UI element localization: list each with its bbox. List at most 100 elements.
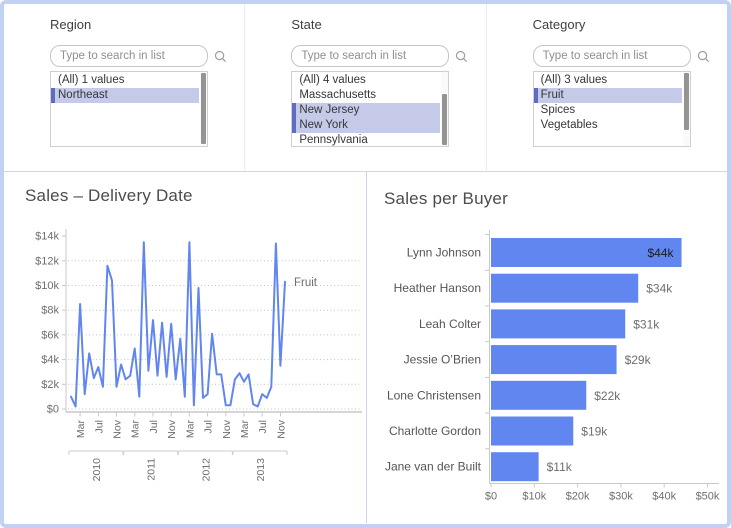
y-axis-label: $2k (41, 379, 59, 391)
list-item[interactable]: Pennsylvania (299, 134, 368, 146)
x-axis-month-label: Jul (203, 420, 215, 433)
scrollbar-thumb[interactable] (442, 94, 448, 145)
scrollbar-thumb[interactable] (683, 73, 689, 130)
list-item-selected[interactable]: New York (292, 118, 441, 133)
filter-list-state: (All) 4 values Massachusetts New Jersey New… (291, 71, 450, 147)
x-axis-month-label: Nov (221, 419, 233, 438)
bar-value-label: $34k (646, 282, 673, 296)
filter-panel-region: Region (All) 1 values Northeast (4, 4, 244, 171)
filter-list-region: (All) 1 values Northeast (50, 71, 208, 147)
x-axis-label: $0 (485, 491, 497, 503)
list-item[interactable]: Vegetables (540, 119, 598, 131)
x-axis-year-label: 2010 (91, 458, 103, 482)
x-axis-month-label: Mar (75, 420, 87, 439)
x-axis-label: $10k (522, 491, 546, 503)
filter-title: Category (532, 17, 586, 32)
filter-title: Region (50, 17, 92, 32)
x-axis-month-label: Jul (257, 420, 269, 433)
bar-value-label: $29k (625, 353, 652, 367)
y-axis-label: $4k (41, 354, 59, 366)
filter-row: Region (All) 1 values Northeast State (Al… (4, 4, 727, 172)
bar-leah-colter[interactable] (491, 309, 626, 339)
bar-heather-hanson[interactable] (491, 273, 639, 303)
x-axis-year-label: 2011 (146, 458, 158, 481)
search-icon (456, 50, 468, 62)
bar-value-label: $22k (594, 389, 621, 403)
search-input[interactable] (533, 50, 697, 62)
x-axis-month-label: Mar (130, 420, 142, 439)
bar-value-label: $31k (633, 317, 660, 331)
charts-row: Sales – Delivery Date $0 $2k $4k $6k $8k $10k… (4, 172, 727, 523)
search-box[interactable] (532, 45, 709, 67)
year-bracket (68, 450, 124, 455)
bar-category-label: Leah Colter (419, 317, 481, 331)
y-axis-label: $10k (35, 280, 59, 292)
bar-category-label: Lynn Johnson (407, 246, 481, 260)
year-bracket (232, 450, 288, 455)
bar-lone-christensen[interactable] (491, 380, 587, 410)
filter-list-rows: (All) 3 values Fruit Spices Vegetables (533, 73, 682, 133)
year-bracket (123, 450, 179, 455)
x-axis-label: $30k (609, 491, 633, 503)
search-input[interactable] (51, 50, 214, 62)
search-icon (697, 50, 709, 62)
scrollbar[interactable] (200, 72, 207, 146)
list-item[interactable]: (All) 4 values (299, 74, 366, 86)
x-axis-label: $20k (566, 491, 590, 503)
y-axis-label: $12k (35, 255, 59, 267)
search-box[interactable] (50, 45, 227, 67)
x-axis-month-label: Nov (166, 419, 178, 438)
bar-charlotte-gordon[interactable] (491, 416, 574, 446)
search-box[interactable] (291, 45, 468, 67)
list-item[interactable]: Spices (540, 104, 576, 116)
bar-category-label: Heather Hanson (394, 281, 481, 295)
x-axis-month-label: Jul (93, 420, 105, 433)
x-axis-year-label: 2012 (200, 458, 212, 482)
chart-panel-sales-per-buyer: Sales per Buyer Lynn Johnson $44k Heather … (367, 172, 727, 523)
chart-panel-sales-delivery-date: Sales – Delivery Date $0 $2k $4k $6k $8k $10k… (4, 172, 367, 523)
x-axis-month-label: Mar (184, 420, 196, 439)
bar-lynn-johnson[interactable] (491, 238, 682, 267)
y-axis-label: $8k (41, 305, 59, 317)
x-axis-month-label: Nov (112, 419, 124, 438)
year-bracket (177, 450, 233, 455)
search-input[interactable] (292, 50, 456, 62)
y-axis-label: $6k (41, 329, 59, 341)
bar-category-label: Lone Christensen (387, 388, 481, 402)
series-label-fruit: Fruit (294, 277, 318, 289)
line-series-fruit[interactable] (70, 241, 286, 408)
filter-list-rows: (All) 1 values Northeast (51, 73, 199, 103)
filter-list-category: (All) 3 values Fruit Spices Vegetables (532, 71, 691, 147)
x-axis-month-label: Mar (239, 420, 251, 439)
y-axis-label: $0 (47, 404, 59, 416)
list-item[interactable]: Massachusetts (299, 89, 377, 101)
chart-title: Sales – Delivery Date (25, 186, 193, 205)
filter-list-rows: (All) 4 values Massachusetts New Jersey New… (292, 73, 441, 146)
list-item-selected[interactable]: Fruit (533, 88, 682, 103)
filter-panel-state: State (All) 4 values Massachusetts New Jer… (244, 4, 485, 171)
x-axis-month-label: Nov (275, 419, 287, 438)
scrollbar[interactable] (682, 72, 690, 146)
bar-value-label: $44k (647, 246, 674, 260)
x-axis-month-label: Jul (148, 420, 160, 433)
bar-jessie-o-brien[interactable] (491, 345, 617, 375)
list-item[interactable]: (All) 3 values (540, 74, 608, 86)
scrollbar[interactable] (441, 72, 449, 146)
list-item-selected[interactable]: New Jersey (292, 103, 441, 118)
chart-title: Sales per Buyer (384, 189, 508, 208)
x-axis-label: $50k (696, 491, 720, 503)
bar-jane-van-der-built[interactable] (491, 452, 539, 482)
bar-value-label: $11k (547, 460, 573, 474)
bar-category-label: Charlotte Gordon (389, 424, 481, 438)
bar-category-label: Jessie O’Brien (404, 353, 481, 367)
bar-category-label: Jane van der Built (385, 460, 482, 474)
bar-chart: Lynn Johnson $44k Heather Hanson $34k Leah C… (385, 230, 720, 503)
list-item[interactable]: (All) 1 values (58, 74, 125, 86)
line-chart: $0 $2k $4k $6k $8k $10k $12k $14k Mar Jul Nov 2010 M… (35, 229, 362, 482)
bar-value-label: $19k (581, 425, 608, 439)
list-item-selected[interactable]: Northeast (51, 88, 199, 103)
search-icon (214, 50, 227, 62)
scrollbar-thumb[interactable] (201, 73, 206, 144)
